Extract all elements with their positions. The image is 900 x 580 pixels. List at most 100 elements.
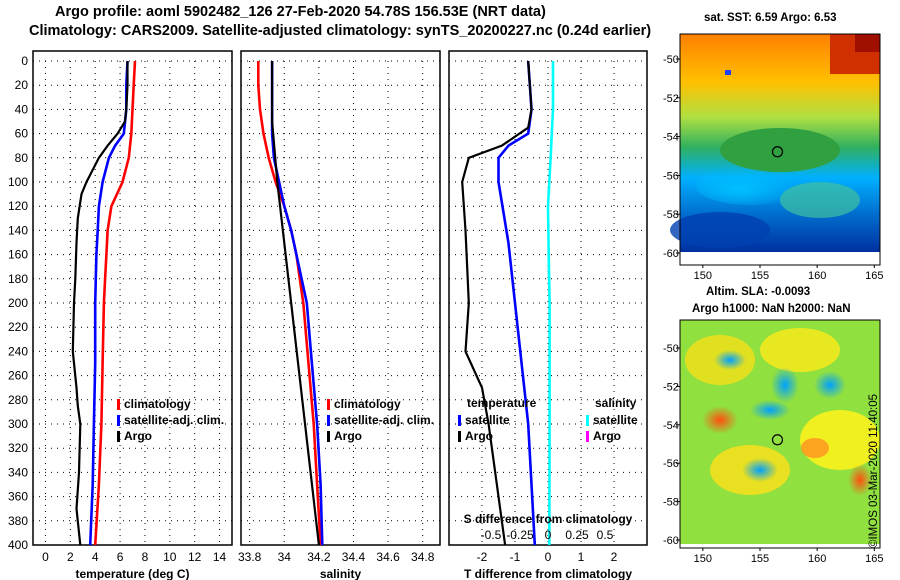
legend-swatch	[327, 431, 330, 442]
map-frame	[679, 33, 881, 266]
series-line-satellite-adj-clim-	[270, 61, 324, 546]
x-tick-label: 34.8	[411, 550, 435, 564]
satellite-maps: -50 -52 -54 -56 -58 -60 150 155 160 165 -50 -52 -54 -…	[663, 33, 883, 565]
x-tick-label: 12	[188, 550, 202, 564]
series-line-temperature-argo	[461, 60, 533, 546]
y-tick-label: 180	[8, 272, 28, 286]
lon-tick-label: 160	[808, 553, 826, 565]
map-frame	[679, 319, 881, 549]
y-tick-label: 320	[8, 441, 28, 455]
x-tick-label: 34	[278, 550, 292, 564]
x-tick-label: 34.2	[307, 550, 331, 564]
y-tick-label: 280	[8, 393, 28, 407]
y-tick-label: 40	[15, 102, 29, 116]
top-tick-label: -0.5	[481, 528, 502, 542]
top-tick-label: 0.5	[597, 528, 614, 542]
x-tick-label: 10	[163, 550, 177, 564]
y-tick-label: 220	[8, 320, 28, 334]
x-tick-label: 6	[117, 550, 124, 564]
series-line-climatology	[93, 60, 137, 546]
panel-frame	[32, 50, 233, 546]
y-tick-label: 160	[8, 248, 28, 262]
x-tick-label: 34.4	[342, 550, 366, 564]
legend-swatch	[327, 415, 330, 426]
legend-label: satellite	[465, 413, 510, 427]
y-tick-label: 380	[8, 514, 28, 528]
legend-label: climatology	[124, 397, 191, 411]
legend-swatch	[327, 399, 330, 410]
x-tick-label: 2	[611, 550, 618, 564]
y-tick-label: 300	[8, 417, 28, 431]
legend-label: climatology	[334, 397, 401, 411]
top-tick-label: 0	[545, 528, 552, 542]
legend-label: Argo	[124, 429, 152, 443]
x-tick-label: 33.8	[238, 550, 262, 564]
lat-tick-label: -50	[663, 54, 679, 66]
y-tick-label: 80	[15, 151, 29, 165]
panel-3: -2 -1 0 1 2 T difference from climatology temp…	[448, 50, 648, 580]
x-tick-label: 0	[545, 550, 552, 564]
y-tick-label: 260	[8, 369, 28, 383]
title-line-2: Climatology: CARS2009. Satellite-adjuste…	[29, 23, 652, 39]
y-tick-label: 400	[8, 538, 28, 552]
sst-map	[670, 34, 880, 265]
legend-title-temperature: temperature	[467, 396, 537, 410]
y-tick-label: 360	[8, 490, 28, 504]
lon-tick-label: 150	[694, 553, 712, 565]
lon-tick-label: 150	[694, 270, 712, 282]
x-tick-label: -1	[510, 550, 521, 564]
lat-tick-label: -50	[663, 343, 679, 355]
sst-map-title: sat. SST: 6.59 Argo: 6.53	[704, 12, 837, 24]
lon-tick-label: 155	[751, 270, 769, 282]
x-tick-label: 4	[92, 550, 99, 564]
x-tick-label: 1	[578, 550, 585, 564]
legend-title-salinity: salinity	[595, 396, 637, 410]
y-tick-label: 0	[21, 54, 28, 68]
map-axes: -50 -52 -54 -56 -58 -60 150 155 160 165 -50 -52 -54 -…	[663, 33, 883, 565]
title-line-1: Argo profile: aoml 5902482_126 27-Feb-20…	[55, 4, 546, 20]
lat-tick-label: -58	[663, 497, 679, 509]
lat-tick-label: -52	[663, 93, 679, 105]
top-tick-label: -0.25	[506, 528, 534, 542]
lat-tick-label: -52	[663, 381, 679, 393]
lat-tick-label: -60	[663, 248, 679, 260]
series-line-argo	[71, 61, 129, 546]
lat-tick-label: -56	[663, 170, 679, 182]
x-axis-label: temperature (deg C)	[75, 567, 189, 580]
y-tick-label: 100	[8, 175, 28, 189]
y-tick-label: 120	[8, 199, 28, 213]
lat-tick-label: -54	[663, 420, 679, 432]
legend-swatch	[117, 431, 120, 442]
y-tick-label: 340	[8, 465, 28, 479]
y-tick-label: 20	[15, 78, 29, 92]
top-tick-label: 0.25	[565, 528, 589, 542]
panel-2: 33.8 34 34.2 34.4 34.6 34.8 salinity climatolog…	[238, 50, 441, 580]
sla-map	[680, 320, 880, 544]
x-tick-label: 0	[42, 550, 49, 564]
x-tick-label: 2	[67, 550, 74, 564]
legend-label: Argo	[593, 429, 621, 443]
legend-label: satellite-adj. clim.	[124, 413, 224, 427]
profile-plots: 0204060801001201401601802002202402602803…	[8, 50, 648, 580]
lon-tick-label: 165	[865, 270, 883, 282]
y-tick-label: 240	[8, 344, 28, 358]
y-tick-label: 140	[8, 223, 28, 237]
argo-position-marker	[771, 146, 784, 158]
lat-tick-label: -58	[663, 209, 679, 221]
lat-tick-label: -56	[663, 458, 679, 470]
series-line-argo	[271, 61, 320, 546]
legend-label: Argo	[334, 429, 362, 443]
x-tick-label: 14	[213, 550, 227, 564]
legend-swatch	[117, 399, 120, 410]
legend-swatch	[458, 431, 461, 442]
x-axis-label: salinity	[320, 567, 362, 580]
top-axis-label: S difference from climatology	[464, 512, 633, 526]
lon-tick-label: 165	[865, 553, 883, 565]
legend-swatch	[586, 415, 589, 426]
legend-label: Argo	[465, 429, 493, 443]
argo-position-marker	[771, 434, 784, 446]
legend-swatch	[458, 415, 461, 426]
panel-frame	[448, 50, 648, 546]
legend-swatch	[586, 431, 589, 442]
x-tick-label: 8	[142, 550, 149, 564]
